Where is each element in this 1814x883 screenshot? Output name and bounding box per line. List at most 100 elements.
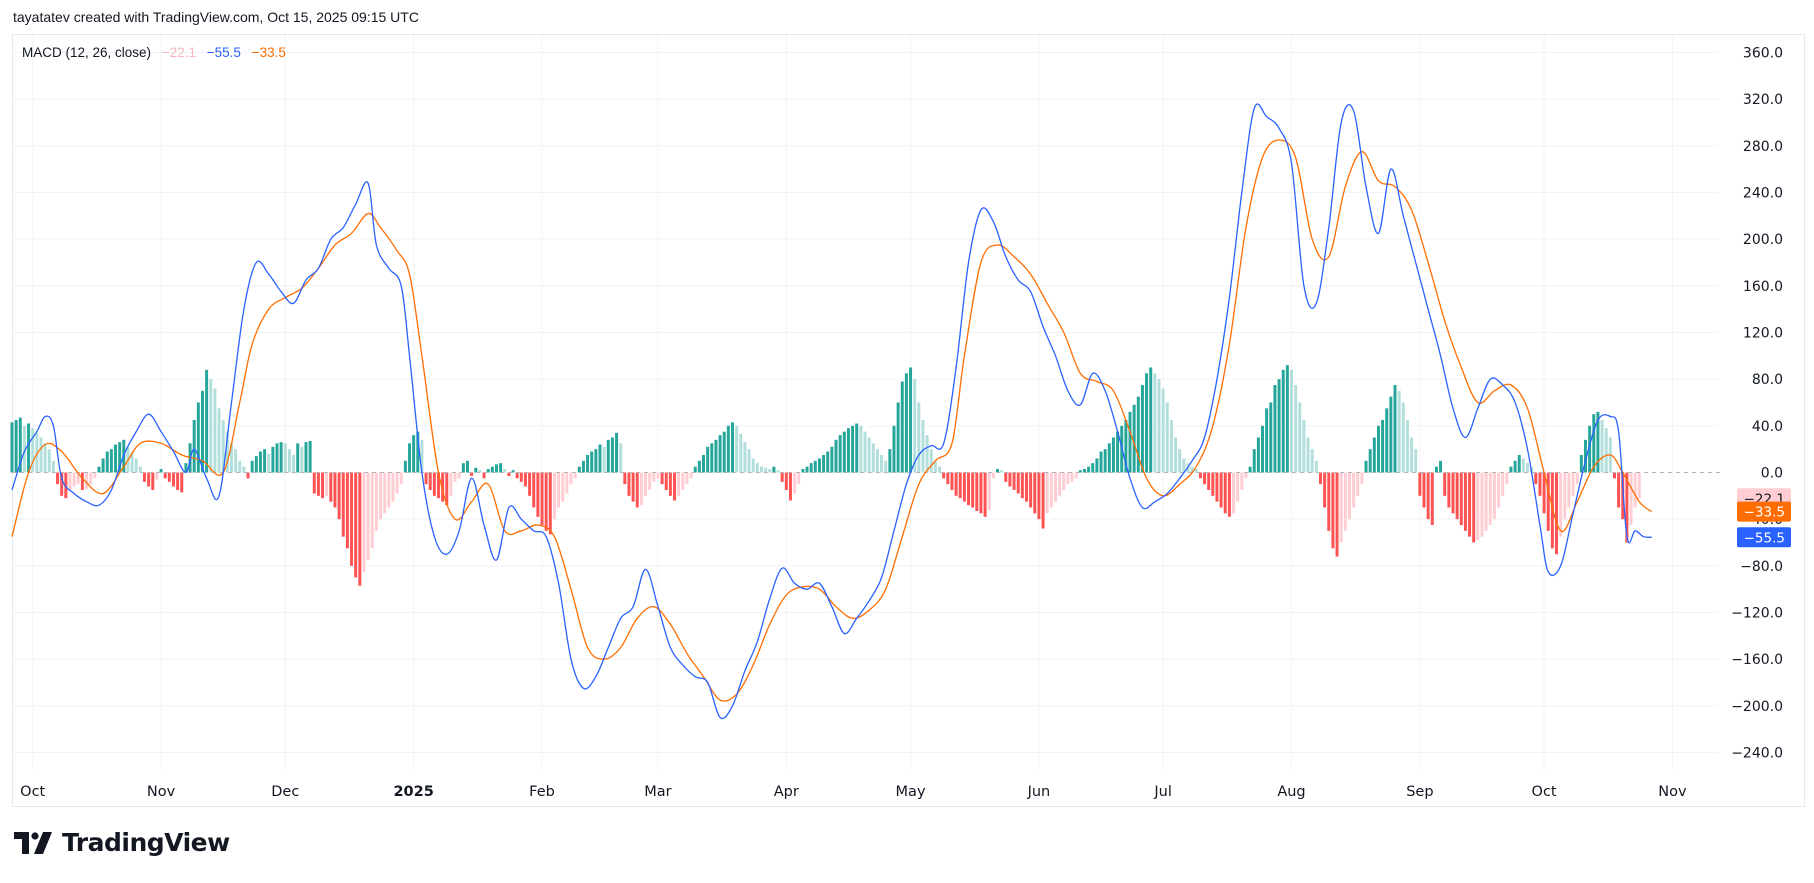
- histogram-bar: [1517, 455, 1521, 473]
- histogram-bar: [424, 472, 428, 485]
- x-tick-label: Aug: [1277, 784, 1305, 800]
- histogram-bar: [408, 443, 412, 473]
- y-tick-label: 160.0: [1743, 279, 1783, 295]
- histogram-bar: [1410, 437, 1414, 473]
- indicator-legend[interactable]: MACD (12, 26, close) −22.1 −55.5 −33.5: [22, 45, 293, 60]
- histogram-bar: [221, 420, 225, 473]
- histogram-bar: [859, 425, 863, 473]
- histogram-bar: [971, 472, 975, 508]
- histogram-bar: [577, 466, 581, 473]
- histogram-bar: [416, 431, 420, 473]
- histogram-bar: [1497, 472, 1501, 508]
- histogram-bar: [1385, 408, 1389, 473]
- histogram-bar: [412, 435, 416, 473]
- histogram-bar: [1244, 472, 1248, 479]
- histogram-bar: [1161, 388, 1165, 473]
- histogram-bar: [333, 472, 337, 508]
- y-tick-label: −160.0: [1731, 652, 1783, 668]
- histogram-bar: [718, 435, 722, 473]
- attribution-header: tayatatev created with TradingView.com, …: [13, 9, 419, 25]
- histogram-bar: [461, 463, 465, 473]
- histogram-bar: [743, 442, 747, 473]
- histogram-bar: [1049, 472, 1053, 508]
- histogram-bar: [557, 472, 561, 508]
- histogram-bar: [316, 472, 320, 496]
- histogram-bar: [134, 458, 138, 473]
- histogram-bar: [884, 460, 888, 473]
- macd-chart[interactable]: 360.0 320.0 280.0 240.0 200.0 160.0 120.0 80.0 4…: [0, 0, 1814, 820]
- histogram-bar: [991, 472, 995, 479]
- histogram-bar: [801, 469, 805, 473]
- histogram-bar: [1364, 460, 1368, 473]
- histogram-bar: [913, 379, 917, 473]
- histogram-bar: [14, 420, 18, 473]
- histogram-bar: [644, 472, 648, 496]
- histogram-bar: [1045, 472, 1049, 514]
- histogram-bar: [610, 437, 614, 473]
- histogram-bar: [97, 466, 101, 473]
- histogram-bar: [623, 472, 627, 485]
- histogram-bar: [528, 472, 532, 496]
- histogram-bar: [1265, 408, 1269, 473]
- histogram-bar: [950, 472, 954, 490]
- histogram-bar: [1053, 472, 1057, 502]
- histogram-bar: [321, 472, 325, 499]
- histogram-bar: [275, 443, 279, 473]
- histogram-bar: [35, 432, 39, 473]
- histogram-bar: [395, 472, 399, 494]
- histogram-bar: [1463, 472, 1467, 531]
- histogram-bar: [1459, 472, 1463, 525]
- histogram-bar: [1455, 472, 1459, 520]
- legend-indicator-name[interactable]: MACD (12, 26, close): [22, 45, 152, 60]
- histogram-bar: [892, 425, 896, 473]
- histogram-bar: [1099, 451, 1103, 473]
- legend-histogram-value: −22.1: [161, 45, 196, 60]
- histogram-bar: [217, 408, 221, 473]
- histogram-bar: [1261, 425, 1265, 473]
- y-tick-label: −200.0: [1731, 699, 1783, 715]
- histogram-bar: [312, 472, 316, 494]
- x-axis[interactable]: Oct Nov Dec 2025 Feb Mar Apr May Jun Jul Aug Sep Oct…: [20, 784, 1687, 800]
- histogram-bar: [486, 469, 490, 473]
- histogram-bar: [93, 472, 97, 479]
- histogram-bar: [1559, 472, 1563, 537]
- histogram-bar: [1426, 472, 1430, 520]
- histogram-bar: [503, 469, 507, 473]
- histogram-bar: [10, 422, 14, 473]
- histogram-bar: [1194, 469, 1198, 473]
- histogram-bar: [1124, 420, 1128, 473]
- histogram-bar: [250, 460, 254, 473]
- histogram-bar: [196, 402, 200, 473]
- histogram-bar: [445, 472, 449, 506]
- histogram-bar: [101, 458, 105, 473]
- histogram-bar: [1484, 472, 1488, 531]
- histogram-bar: [200, 390, 204, 473]
- histogram-bar: [817, 458, 821, 473]
- histogram-bar: [685, 472, 689, 485]
- y-tick-label: −80.0: [1740, 559, 1783, 575]
- y-axis[interactable]: 360.0 320.0 280.0 240.0 200.0 160.0 120.0 80.0 4…: [1731, 46, 1783, 762]
- y-tick-label: 360.0: [1743, 46, 1783, 62]
- histogram-bar: [656, 472, 660, 479]
- x-tick-label: Nov: [147, 784, 176, 800]
- histogram-bar: [180, 472, 184, 493]
- histogram-bar: [880, 455, 884, 473]
- histogram-bar: [1397, 390, 1401, 473]
- histogram-bar: [1290, 369, 1293, 473]
- y-tick-label: 280.0: [1743, 139, 1783, 155]
- histogram-bar: [192, 420, 196, 473]
- histogram-bar: [1041, 472, 1045, 529]
- tradingview-logo-icon: [14, 831, 52, 854]
- histogram-bar: [772, 466, 776, 473]
- histogram-bar: [22, 425, 26, 473]
- histogram-bar: [1451, 472, 1455, 514]
- histogram-bar: [536, 472, 540, 517]
- histogram-bar: [76, 472, 80, 485]
- histogram-bar: [213, 388, 217, 473]
- histogram-bar: [68, 472, 72, 490]
- histogram-bar: [1058, 472, 1062, 496]
- histogram-bar: [163, 472, 167, 479]
- histogram-bar: [863, 431, 867, 473]
- tradingview-logo[interactable]: TradingView: [14, 828, 230, 857]
- histogram-bar: [242, 466, 246, 473]
